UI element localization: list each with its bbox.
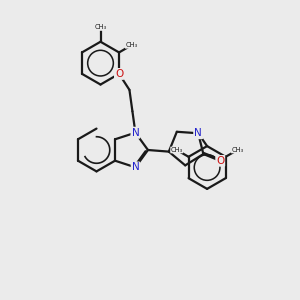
Text: N: N xyxy=(131,128,139,138)
Text: N: N xyxy=(194,128,202,138)
Text: CH₃: CH₃ xyxy=(171,147,183,153)
Text: N: N xyxy=(194,128,202,138)
Text: N: N xyxy=(131,162,139,172)
Text: O: O xyxy=(115,69,123,79)
Text: O: O xyxy=(216,156,224,166)
Text: O: O xyxy=(115,69,123,79)
Text: CH₃: CH₃ xyxy=(125,42,137,48)
Text: CH₃: CH₃ xyxy=(231,147,244,153)
Text: CH₃: CH₃ xyxy=(94,25,106,31)
Text: N: N xyxy=(131,128,139,138)
